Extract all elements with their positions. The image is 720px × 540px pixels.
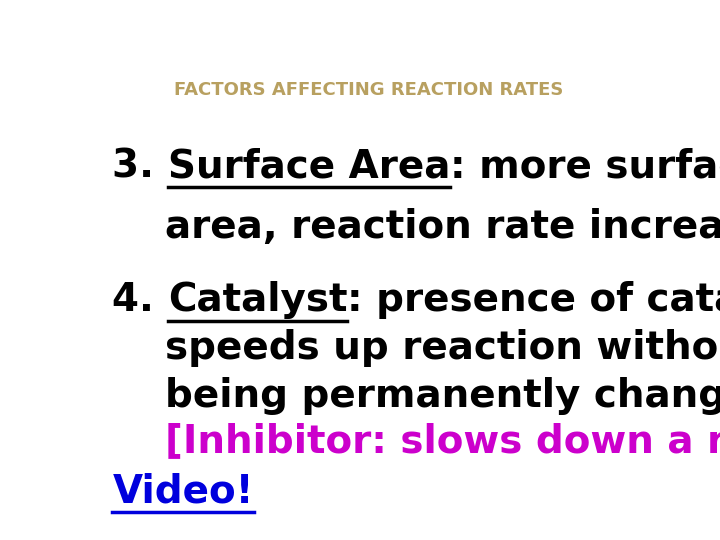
Text: Video!: Video! [112,472,254,510]
Text: 4.: 4. [112,281,168,319]
Text: being permanently changed: being permanently changed [166,377,720,415]
Text: area, reaction rate increases: area, reaction rate increases [166,208,720,246]
Text: Catalyst: Catalyst [168,281,347,319]
Text: [Inhibitor: slows down a reaction]: [Inhibitor: slows down a reaction] [166,422,720,461]
Text: FACTORS AFFECTING REACTION RATES: FACTORS AFFECTING REACTION RATES [174,82,564,99]
Text: : more surface: : more surface [450,148,720,186]
Text: speeds up reaction without: speeds up reaction without [166,329,720,367]
Text: Surface Area: Surface Area [168,148,450,186]
Text: 3.: 3. [112,148,168,186]
Text: : presence of catalyst: : presence of catalyst [347,281,720,319]
